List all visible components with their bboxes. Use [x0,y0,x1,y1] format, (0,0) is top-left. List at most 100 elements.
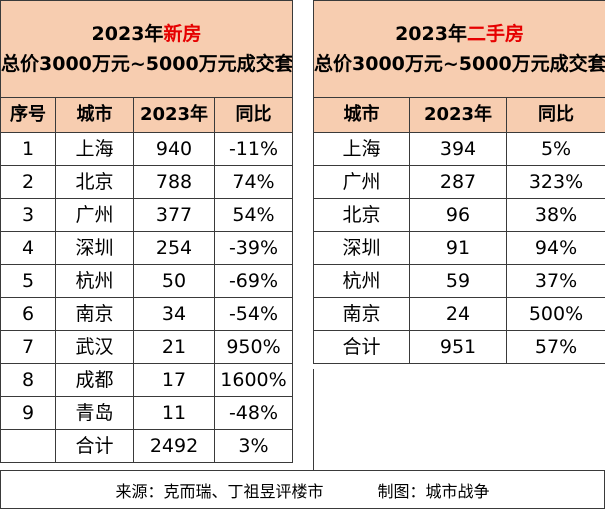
yoy-cell: 38% [505,198,605,232]
count-cell: 788 [133,165,215,199]
yoy-cell: 950% [214,330,293,364]
city-cell: 青岛 [55,396,134,430]
city-cell: 深圳 [55,231,134,265]
index-cell: 8 [0,363,56,397]
index-cell: 6 [0,297,56,331]
table-row: 北京 96 38% [313,198,605,232]
total-label-cell: 合计 [55,429,134,463]
table-row: 上海 394 5% [313,132,605,166]
resale-homes-title: 2023年二手房 总价3000万元~5000万元成交套数 [312,0,605,98]
city-cell: 上海 [55,132,134,166]
table-row: 深圳 91 94% [313,231,605,265]
yoy-cell: -48% [214,396,293,430]
index-cell: 2 [0,165,56,199]
count-cell: 24 [409,297,507,331]
col-header-yoy: 同比 [214,97,293,133]
index-cell: 4 [0,231,56,265]
city-cell: 北京 [55,165,134,199]
resale-homes-title-line: 2023年二手房 [315,19,605,49]
yoy-cell: -39% [214,231,293,265]
count-cell: 377 [133,198,215,232]
new-homes-subtitle: 总价3000万元~5000万元成交套数 [1,53,293,75]
col-header-city: 城市 [313,97,410,133]
yoy-cell: 37% [505,264,605,298]
resale-empty-area [313,369,605,471]
table-row: 广州 287 323% [313,165,605,199]
city-cell: 杭州 [55,264,134,298]
city-cell: 成都 [55,363,134,397]
count-cell: 287 [409,165,507,199]
index-cell: 3 [0,198,56,232]
table-row: 6 南京 34 -54% [0,297,293,331]
table-row: 5 杭州 50 -69% [0,264,293,298]
count-cell: 59 [409,264,507,298]
city-cell: 武汉 [55,330,134,364]
source-footer: 来源：克而瑞、丁祖昱评楼市 制图：城市战争 [0,470,605,509]
table-row: 7 武汉 21 950% [0,330,293,364]
credit-text: 制图：城市战争 [377,481,490,501]
resale-homes-title-row: 2023年二手房 总价3000万元~5000万元成交套数 [312,0,605,98]
index-cell: 5 [0,264,56,298]
city-cell: 广州 [55,198,134,232]
resale-homes-title-highlight: 二手房 [466,23,524,45]
col-header-yoy: 同比 [505,97,605,133]
city-cell: 南京 [313,297,410,331]
resale-homes-total-row: 合计 951 57% [313,330,605,364]
col-header-year: 2023年 [409,97,507,133]
table-row: 8 成都 17 1600% [0,363,293,397]
count-cell: 34 [133,297,215,331]
resale-homes-table: 2023年二手房 总价3000万元~5000万元成交套数 城市 2023年 同比… [312,0,605,364]
index-cell: 9 [0,396,56,430]
index-cell: 7 [0,330,56,364]
yoy-cell: 500% [505,297,605,331]
yoy-cell: 5% [505,132,605,166]
city-cell: 广州 [313,165,410,199]
count-cell: 96 [409,198,507,232]
table-row: 杭州 59 37% [313,264,605,298]
resale-homes-header-row: 城市 2023年 同比 [313,97,605,133]
yoy-cell: -69% [214,264,293,298]
count-cell: 394 [409,132,507,166]
yoy-cell: 1600% [214,363,293,397]
table-row: 9 青岛 11 -48% [0,396,293,430]
yoy-cell: 323% [505,165,605,199]
source-text: 来源：克而瑞、丁祖昱评楼市 [115,481,324,501]
new-homes-header-row: 序号 城市 2023年 同比 [0,97,293,133]
new-homes-title-year: 2023年 [91,23,164,45]
total-count-cell: 2492 [133,429,215,463]
new-homes-total-row: 合计 2492 3% [0,429,293,463]
city-cell: 杭州 [313,264,410,298]
col-header-index: 序号 [0,97,56,133]
table-row: 1 上海 940 -11% [0,132,293,166]
count-cell: 17 [133,363,215,397]
yoy-cell: 74% [214,165,293,199]
resale-homes-subtitle: 总价3000万元~5000万元成交套数 [314,53,605,75]
new-homes-title: 2023年新房 总价3000万元~5000万元成交套数 [0,0,293,98]
city-cell: 南京 [55,297,134,331]
count-cell: 21 [133,330,215,364]
city-cell: 上海 [313,132,410,166]
table-row: 南京 24 500% [313,297,605,331]
count-cell: 940 [133,132,215,166]
count-cell: 11 [133,396,215,430]
resale-homes-title-year: 2023年 [395,23,467,45]
new-homes-title-highlight: 新房 [163,23,202,45]
count-cell: 50 [133,264,215,298]
city-cell: 深圳 [313,231,410,265]
new-homes-title-row: 2023年新房 总价3000万元~5000万元成交套数 [0,0,293,98]
count-cell: 254 [133,231,215,265]
total-label-cell: 合计 [313,330,410,364]
table-row: 3 广州 377 54% [0,198,293,232]
yoy-cell: 94% [505,231,605,265]
city-cell: 北京 [313,198,410,232]
new-homes-title-line: 2023年新房 [2,19,292,49]
col-header-city: 城市 [55,97,134,133]
resale-homes-body: 上海 394 5% 广州 287 323% 北京 96 38% 深圳 91 94% 杭州 59 37% 南京 2… [313,132,605,331]
yoy-cell: -54% [214,297,293,331]
col-header-year: 2023年 [133,97,215,133]
total-count-cell: 951 [409,330,507,364]
total-index-cell [0,429,56,463]
total-yoy-cell: 57% [505,330,605,364]
table-row: 4 深圳 254 -39% [0,231,293,265]
